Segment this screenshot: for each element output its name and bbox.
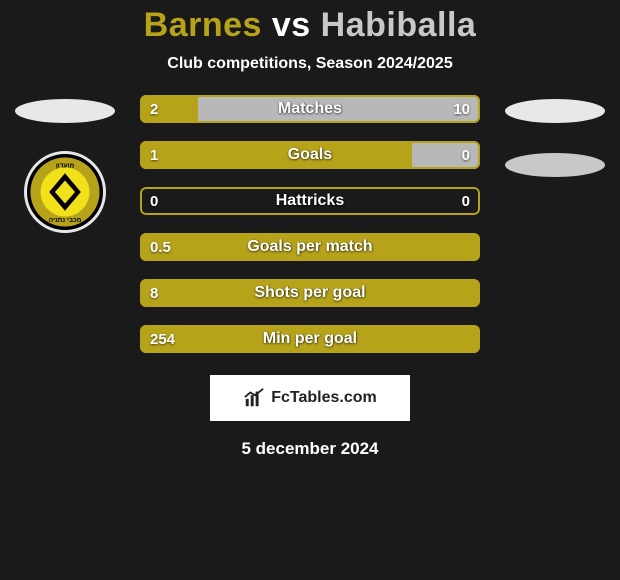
bar-row: 210Matches [140, 95, 480, 123]
player1-club-badge: מועדון מכבי נתניה [24, 151, 106, 233]
brand-chart-icon [243, 387, 265, 409]
player2-avatar-placeholder [505, 99, 605, 123]
bar-row: 00Hattricks [140, 187, 480, 215]
bar-row: 254Min per goal [140, 325, 480, 353]
chart-area: מועדון מכבי נתניה 210Matches 10Goals 00Hat… [0, 95, 620, 357]
avatars-left: מועדון מכבי נתניה [0, 95, 130, 233]
club-badge-svg: מועדון מכבי נתניה [29, 156, 101, 228]
bar-label: Goals per match [140, 233, 480, 261]
bar-label: Matches [140, 95, 480, 123]
title-player1: Barnes [144, 6, 262, 44]
subtitle: Club competitions, Season 2024/2025 [0, 55, 620, 73]
date-text: 5 december 2024 [0, 439, 620, 459]
brand-box[interactable]: FcTables.com [210, 375, 410, 421]
bar-row: 0.5Goals per match [140, 233, 480, 261]
brand-text: FcTables.com [271, 389, 377, 407]
bar-row: 8Shots per goal [140, 279, 480, 307]
bar-label: Goals [140, 141, 480, 169]
page-title: Barnes vs Habiballa [0, 6, 620, 45]
bar-label: Hattricks [140, 187, 480, 215]
bar-row: 10Goals [140, 141, 480, 169]
badge-text-top: מועדון [56, 163, 75, 170]
comparison-bars: 210Matches 10Goals 00Hattricks 0.5Goals per… [140, 95, 480, 353]
badge-text-bottom: מכבי נתניה [49, 217, 82, 224]
bar-label: Min per goal [140, 325, 480, 353]
comparison-card: Barnes vs Habiballa Club competitions, S… [0, 0, 620, 580]
title-player2: Habiballa [321, 6, 477, 44]
player1-avatar-placeholder [15, 99, 115, 123]
avatars-right [490, 95, 620, 177]
player2-club-placeholder [505, 153, 605, 177]
title-vs: vs [262, 6, 321, 44]
bar-label: Shots per goal [140, 279, 480, 307]
